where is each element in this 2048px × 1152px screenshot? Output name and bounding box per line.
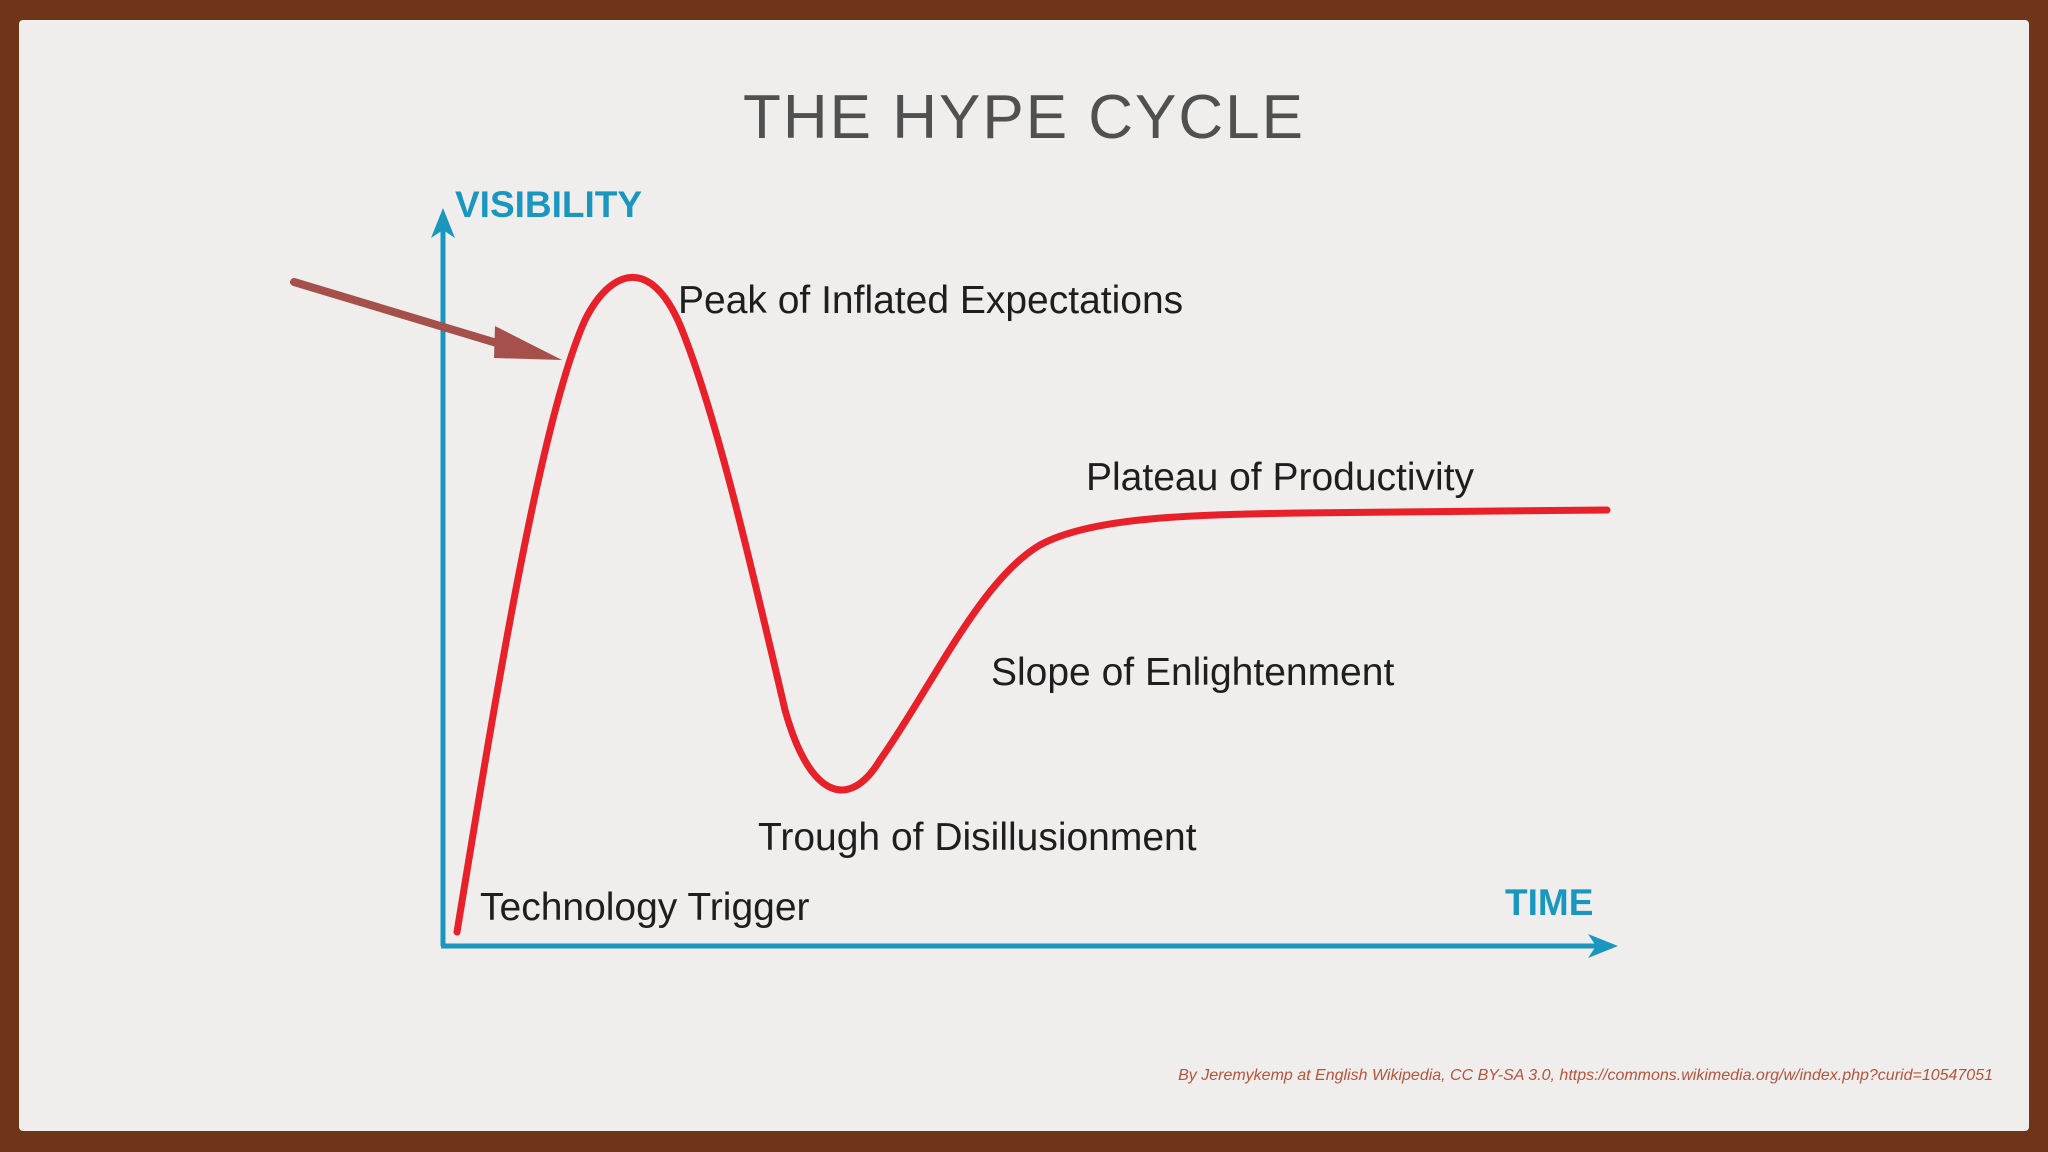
phase-label-slope: Slope of Enlightenment: [991, 651, 1394, 694]
phase-label-plateau: Plateau of Productivity: [1086, 456, 1475, 499]
x-axis-arrowhead: [1588, 934, 1618, 958]
phase-label-technology-trigger: Technology Trigger: [480, 886, 810, 929]
image-credit: By Jeremykemp at English Wikipedia, CC B…: [1178, 1067, 1993, 1084]
y-axis-label: VISIBILITY: [455, 184, 642, 225]
y-axis-arrowhead: [431, 208, 455, 238]
phase-label-trough: Trough of Disillusionment: [758, 816, 1197, 859]
pointer-arrowhead: [494, 326, 562, 360]
x-axis-label: TIME: [1505, 882, 1593, 923]
slide-title: THE HYPE CYCLE: [742, 83, 1306, 152]
phase-label-peak: Peak of Inflated Expectations: [678, 279, 1183, 322]
pointer-arrow-shaft: [290, 278, 504, 348]
hype-curve: [453, 274, 1611, 936]
